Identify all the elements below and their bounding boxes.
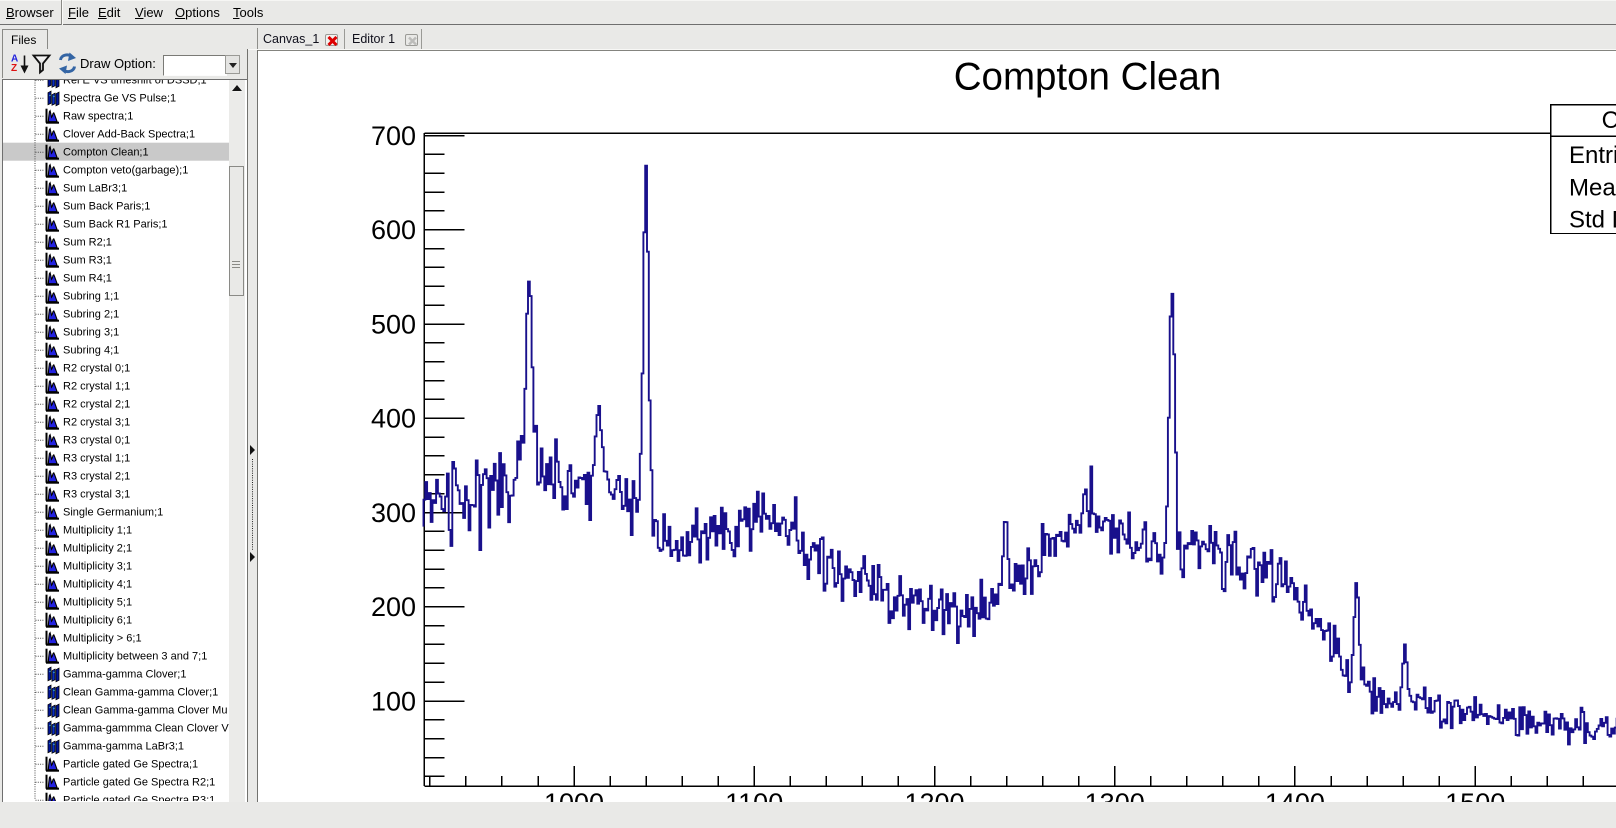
- svg-text:Sum R2;1: Sum R2;1: [63, 237, 112, 249]
- svg-text:600: 600: [371, 215, 416, 245]
- svg-text:Multiplicity 3;1: Multiplicity 3;1: [63, 561, 132, 573]
- svg-text:Clover Add-Back Spectra;1: Clover Add-Back Spectra;1: [63, 129, 195, 141]
- svg-text:1400: 1400: [1265, 788, 1325, 802]
- svg-text:Gamma-gamma LaBr3;1: Gamma-gamma LaBr3;1: [63, 741, 184, 753]
- svg-text:Sum Back R1 Paris;1: Sum Back R1 Paris;1: [63, 219, 168, 231]
- svg-text:1100: 1100: [725, 788, 783, 802]
- svg-text:Particle gated Ge Spectra R3;1: Particle gated Ge Spectra R3;1: [63, 795, 215, 801]
- svg-text:R2 crystal 3;1: R2 crystal 3;1: [63, 417, 130, 429]
- svg-text:R3 crystal 2;1: R3 crystal 2;1: [63, 471, 130, 483]
- svg-text:R2 crystal 1;1: R2 crystal 1;1: [63, 381, 130, 393]
- svg-text:1000: 1000: [544, 788, 604, 802]
- svg-text:Multiplicity 1;1: Multiplicity 1;1: [63, 525, 132, 537]
- svg-text:Gamma-gammma Clean Clover V: Gamma-gammma Clean Clover V: [63, 723, 229, 735]
- svg-text:Subring 1;1: Subring 1;1: [63, 291, 119, 303]
- svg-text:Compton veto(garbage);1: Compton veto(garbage);1: [63, 165, 188, 177]
- svg-text:Compton Clean;1: Compton Clean;1: [63, 147, 149, 159]
- svg-text:R2 crystal 0;1: R2 crystal 0;1: [63, 363, 130, 375]
- svg-text:Spectra Ge VS Pulse;1: Spectra Ge VS Pulse;1: [63, 93, 176, 105]
- svg-text:Mean: Mean: [1569, 174, 1616, 201]
- svg-text:Clean Gamma-gamma Clover;1: Clean Gamma-gamma Clover;1: [63, 687, 218, 699]
- svg-text:300: 300: [371, 498, 416, 528]
- svg-text:Subring 3;1: Subring 3;1: [63, 327, 119, 339]
- svg-text:Gamma-gamma Clover;1: Gamma-gamma Clover;1: [63, 669, 186, 681]
- svg-text:R3 crystal 0;1: R3 crystal 0;1: [63, 435, 130, 447]
- svg-text:700: 700: [371, 121, 416, 151]
- svg-text:Multiplicity 6;1: Multiplicity 6;1: [63, 615, 132, 627]
- svg-text:500: 500: [371, 310, 416, 340]
- svg-text:Sum R4;1: Sum R4;1: [63, 273, 112, 285]
- svg-text:Multiplicity 5;1: Multiplicity 5;1: [63, 597, 132, 609]
- svg-text:Rel E VS timeshift of DSSD;1: Rel E VS timeshift of DSSD;1: [63, 80, 207, 87]
- svg-text:Compton Clean: Compton Clean: [954, 56, 1222, 99]
- svg-text:400: 400: [371, 404, 416, 434]
- svg-text:1300: 1300: [1085, 788, 1145, 802]
- svg-text:1200: 1200: [904, 788, 964, 802]
- svg-text:R3 crystal 1;1: R3 crystal 1;1: [63, 453, 130, 465]
- svg-text:Single Germanium;1: Single Germanium;1: [63, 507, 163, 519]
- svg-text:Particle gated Ge Spectra;1: Particle gated Ge Spectra;1: [63, 759, 198, 771]
- svg-text:Raw spectra;1: Raw spectra;1: [63, 111, 133, 123]
- svg-text:Sum R3;1: Sum R3;1: [63, 255, 112, 267]
- svg-text:A: A: [11, 54, 18, 65]
- svg-text:Multiplicity between 3 and 7;1: Multiplicity between 3 and 7;1: [63, 651, 207, 663]
- svg-text:Multiplicity 2;1: Multiplicity 2;1: [63, 543, 132, 555]
- svg-text:Sum Back Paris;1: Sum Back Paris;1: [63, 201, 150, 213]
- svg-text:Sum LaBr3;1: Sum LaBr3;1: [63, 183, 127, 195]
- svg-text:100: 100: [371, 687, 416, 717]
- svg-text:R2 crystal 2;1: R2 crystal 2;1: [63, 399, 130, 411]
- svg-text:R3 crystal 3;1: R3 crystal 3;1: [63, 489, 130, 501]
- svg-text:Entries: Entries: [1569, 142, 1616, 169]
- svg-text:1500: 1500: [1445, 788, 1505, 802]
- svg-text:Std Dev: Std Dev: [1569, 207, 1616, 234]
- svg-text:Multiplicity 4;1: Multiplicity 4;1: [63, 579, 132, 591]
- svg-text:Multiplicity > 6;1: Multiplicity > 6;1: [63, 633, 142, 645]
- svg-text:Clean Gamma-gamma Clover Mu: Clean Gamma-gamma Clover Mu: [63, 705, 227, 717]
- svg-text:Subring 4;1: Subring 4;1: [63, 345, 119, 357]
- svg-text:Subring 2;1: Subring 2;1: [63, 309, 119, 321]
- svg-text:Particle gated Ge Spectra R2;1: Particle gated Ge Spectra R2;1: [63, 777, 215, 789]
- svg-text:Z: Z: [11, 63, 17, 74]
- svg-text:200: 200: [371, 592, 416, 622]
- svg-text:Compton Clean: Compton Clean: [1602, 107, 1616, 134]
